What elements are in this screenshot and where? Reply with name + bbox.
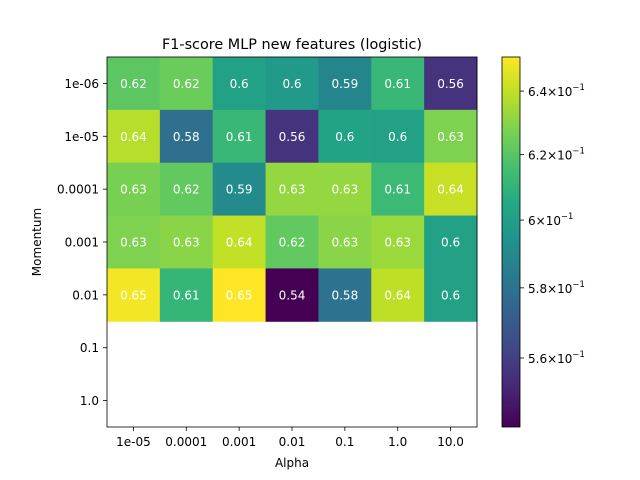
cell-value-label: 0.63 (437, 130, 464, 144)
heatmap-cell (265, 162, 319, 217)
cell-value-label: 0.59 (331, 77, 358, 91)
cell-value-label: 0.63 (279, 183, 306, 197)
heatmap-cell (371, 162, 425, 217)
cell-value-label: 0.63 (120, 183, 147, 197)
cell-value-label: 0.63 (384, 236, 411, 250)
cell-value-label: 0.63 (331, 183, 358, 197)
heatmap-cell (265, 268, 319, 322)
heatmap-cell (107, 268, 161, 322)
heatmap-cell (159, 109, 214, 164)
x-tick-label: 1.0 (388, 435, 407, 449)
cell-value-label: 0.64 (384, 288, 411, 302)
x-tick-label: 1e-05 (116, 435, 151, 449)
heatmap-cell (424, 57, 478, 111)
cell-value-label: 0.6 (441, 236, 460, 250)
x-tick-label: 0.1 (335, 435, 354, 449)
heatmap-cell (424, 109, 478, 164)
heatmap-cell (212, 268, 267, 322)
heatmap-cell (424, 162, 478, 217)
y-axis-label: Momentum (30, 208, 44, 276)
heatmap-cell (159, 57, 214, 111)
cell-value-label: 0.59 (226, 183, 253, 197)
heatmap-cell (371, 268, 425, 322)
colorbar-gradient (501, 56, 521, 428)
x-tick-label: 10.0 (437, 435, 464, 449)
heatmap-cell (318, 215, 372, 269)
y-tick-label: 1e-05 (64, 130, 99, 144)
cell-value-label: 0.54 (279, 288, 306, 302)
colorbar: 5.6×10−1 5.8×10−1 6×10−1 6.2×10−1 6.4×10−1 (501, 56, 585, 428)
cell-value-label: 0.62 (173, 77, 200, 91)
heatmap-cell (424, 268, 478, 322)
cell-value-label: 0.61 (384, 77, 411, 91)
heatmap-cell (107, 109, 161, 164)
x-axis: 1e-05 0.0001 0.001 0.01 0.1 1.0 10.0 (116, 427, 464, 449)
heatmap-cell (371, 57, 425, 111)
y-axis: 1e-06 1e-05 0.0001 0.001 0.01 0.1 1.0 (57, 77, 107, 408)
colorbar-tick-label: 6.2×10−1 (528, 146, 585, 163)
cell-value-label: 0.6 (388, 130, 407, 144)
heatmap-cells: 0.62 0.62 0.6 0.6 0.59 0.61 0.56 0.64 0.58 0.61 0.… (107, 57, 478, 322)
heatmap-cell (159, 215, 214, 269)
cell-value-label: 0.6 (282, 77, 301, 91)
cell-value-label: 0.65 (226, 288, 253, 302)
heatmap-cell (318, 57, 372, 111)
heatmap-cell (265, 109, 319, 164)
cell-value-label: 0.6 (335, 130, 354, 144)
cell-value-label: 0.62 (120, 77, 147, 91)
heatmap-cell (318, 109, 372, 164)
cell-value-label: 0.61 (173, 288, 200, 302)
heatmap-cell (107, 57, 161, 111)
chart-title: F1-score MLP new features (logistic) (162, 37, 422, 53)
heatmap-cell (212, 162, 267, 217)
y-tick-label: 0.0001 (57, 183, 99, 197)
cell-value-label: 0.63 (120, 236, 147, 250)
colorbar-tick-label: 5.6×10−1 (528, 349, 585, 366)
heatmap-cell (107, 162, 161, 217)
heatmap-cell (318, 268, 372, 322)
heatmap-cell (265, 57, 319, 111)
colorbar-tick-label: 6×10−1 (528, 211, 573, 228)
x-tick-label: 0.01 (279, 435, 306, 449)
heatmap-cell (371, 109, 425, 164)
heatmap-cell (212, 109, 267, 164)
y-tick-label: 0.001 (65, 236, 99, 250)
heatmap-cell (371, 215, 425, 269)
cell-value-label: 0.58 (331, 288, 358, 302)
cell-value-label: 0.63 (331, 236, 358, 250)
heatmap-cell (107, 215, 161, 269)
cell-value-label: 0.62 (279, 236, 306, 250)
cell-value-label: 0.61 (226, 130, 253, 144)
y-tick-label: 1.0 (80, 394, 99, 408)
cell-value-label: 0.65 (120, 288, 147, 302)
y-tick-label: 0.01 (72, 288, 99, 302)
heatmap-cell (318, 162, 372, 217)
cell-value-label: 0.56 (279, 130, 306, 144)
cell-value-label: 0.64 (226, 236, 253, 250)
y-tick-label: 0.1 (80, 341, 99, 355)
heatmap-cell (265, 215, 319, 269)
cell-value-label: 0.6 (230, 77, 249, 91)
colorbar-tick-label: 6.4×10−1 (528, 82, 585, 99)
cell-value-label: 0.61 (384, 183, 411, 197)
x-tick-label: 0.001 (222, 435, 256, 449)
heatmap-cell (159, 268, 214, 322)
cell-value-label: 0.58 (173, 130, 200, 144)
y-tick-label: 1e-06 (64, 77, 99, 91)
x-axis-label: Alpha (275, 456, 309, 470)
cell-value-label: 0.63 (173, 236, 200, 250)
cell-value-label: 0.56 (437, 77, 464, 91)
heatmap-cell (212, 57, 267, 111)
colorbar-tick-label: 5.8×10−1 (528, 279, 585, 296)
cell-value-label: 0.62 (173, 183, 200, 197)
cell-value-label: 0.64 (120, 130, 147, 144)
heatmap-cell (212, 215, 267, 269)
cell-value-label: 0.6 (441, 288, 460, 302)
heatmap-cell (159, 162, 214, 217)
cell-value-label: 0.64 (437, 183, 464, 197)
heatmap-cell (424, 215, 478, 269)
x-tick-label: 0.0001 (165, 435, 207, 449)
